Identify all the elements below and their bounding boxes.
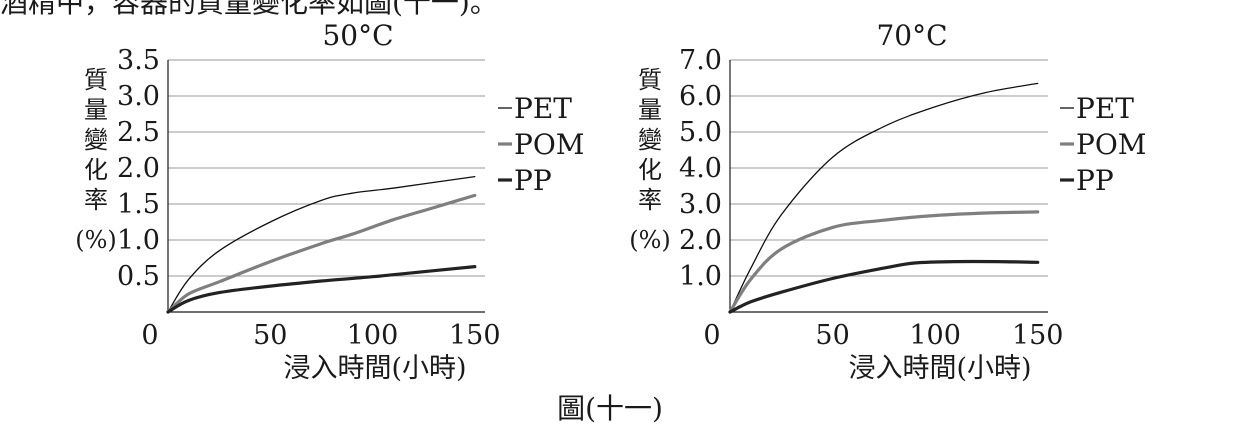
legend-label-pet: PET bbox=[514, 92, 572, 125]
y-axis-label-char: 率 bbox=[84, 186, 108, 214]
x-tick-label: 50 bbox=[253, 320, 287, 351]
y-axis-label-char: 變 bbox=[638, 126, 662, 154]
y-tick-label: 2.5 bbox=[117, 117, 160, 148]
series-line-pet bbox=[167, 175, 476, 313]
y-tick-label: 4.0 bbox=[679, 153, 722, 184]
y-axis-label-char: 質 bbox=[638, 66, 662, 94]
chart-0: 50°C 0.5 1.0 1.5 2.0 2.5 3.0 3.5 0 50 100 150 質量變化率 (… bbox=[75, 19, 584, 384]
y-axis-label-char: 質 bbox=[84, 66, 108, 94]
y-axis-unit-label: (%) bbox=[629, 226, 671, 254]
y-tick-label: 3.0 bbox=[679, 189, 722, 220]
series-line-pom bbox=[728, 210, 1040, 314]
x-tick-label: 0 bbox=[141, 320, 158, 351]
charts-group: 50°C0.51.01.52.02.53.03.50 50 100 150質量變化率(… bbox=[75, 19, 1146, 384]
x-tick-label: 0 bbox=[703, 320, 720, 351]
y-axis-unit-label: (%) bbox=[75, 226, 117, 254]
x-tick-label: 150 bbox=[449, 320, 501, 351]
legend-label-pom: POM bbox=[1076, 128, 1146, 161]
series-line-pom bbox=[166, 193, 477, 314]
series-line-pp bbox=[166, 265, 477, 314]
header-fragment: 酒精中，容器的質量變化率如圖(十一)。 bbox=[0, 0, 498, 19]
legend-label-pet: PET bbox=[1076, 92, 1134, 125]
series-line-pp bbox=[728, 259, 1040, 314]
y-tick-label: 3.0 bbox=[117, 81, 160, 112]
y-axis-label-char: 量 bbox=[638, 96, 662, 124]
chart-title: 50°C bbox=[322, 19, 393, 52]
x-tick-label: 50 bbox=[815, 320, 849, 351]
y-axis-label-char: 變 bbox=[84, 126, 108, 154]
y-tick-label: 7.0 bbox=[679, 45, 722, 76]
y-tick-label: 1.5 bbox=[117, 189, 160, 220]
legend-label-pom: POM bbox=[514, 128, 584, 161]
x-tick-label: 100 bbox=[347, 320, 399, 351]
x-tick-label: 100 bbox=[909, 320, 961, 351]
y-tick-label: 1.0 bbox=[679, 261, 722, 292]
x-axis-label: 浸入時間(小時) bbox=[283, 353, 466, 384]
y-tick-label: 5.0 bbox=[679, 117, 722, 148]
legend-label-pp: PP bbox=[1076, 164, 1114, 197]
y-tick-label: 1.0 bbox=[117, 225, 160, 256]
y-axis-label-char: 化 bbox=[638, 156, 662, 184]
figure-caption: 圖(十一) bbox=[557, 392, 663, 425]
y-tick-label: 2.0 bbox=[117, 153, 160, 184]
y-axis-label-char: 化 bbox=[84, 156, 108, 184]
x-tick-label: 150 bbox=[1012, 320, 1064, 351]
chart-title: 70°C bbox=[876, 19, 947, 52]
chart-1: 70°C 1.0 2.0 3.0 4.0 5.0 6.0 7.0 0 50 100 150 質量變化率 (… bbox=[629, 19, 1146, 384]
y-axis-label-char: 量 bbox=[84, 96, 108, 124]
y-tick-label: 6.0 bbox=[679, 81, 722, 112]
y-tick-label: 3.5 bbox=[117, 45, 160, 76]
x-axis-label: 浸入時間(小時) bbox=[848, 353, 1031, 384]
y-tick-label: 2.0 bbox=[679, 225, 722, 256]
y-axis-label-char: 率 bbox=[638, 186, 662, 214]
y-tick-label: 0.5 bbox=[117, 261, 160, 292]
legend-label-pp: PP bbox=[514, 164, 552, 197]
series-line-pet bbox=[729, 82, 1039, 313]
